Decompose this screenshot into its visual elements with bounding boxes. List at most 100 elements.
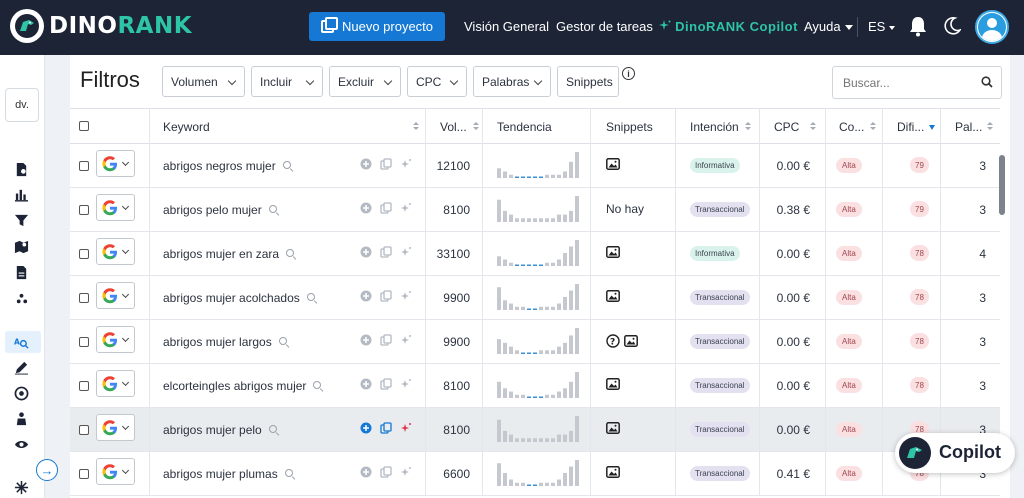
sidebar-item-filter[interactable] bbox=[13, 212, 29, 228]
col-keyword[interactable]: Keyword bbox=[163, 120, 210, 134]
search-icon[interactable] bbox=[268, 425, 279, 435]
ai-sparkle-icon[interactable] bbox=[400, 246, 412, 258]
search-engine-select[interactable] bbox=[96, 326, 135, 353]
keyword-text[interactable]: abrigos negros mujer bbox=[163, 159, 276, 173]
keyword-text[interactable]: abrigos mujer largos bbox=[163, 335, 272, 349]
search-icon[interactable] bbox=[286, 249, 296, 259]
col-volume[interactable]: Vol... bbox=[440, 120, 467, 134]
ai-sparkle-icon[interactable] bbox=[400, 422, 412, 434]
add-circle-icon[interactable] bbox=[360, 422, 372, 434]
copy-icon[interactable] bbox=[380, 290, 392, 302]
dark-mode-moon-icon[interactable] bbox=[944, 17, 961, 35]
keyword-text[interactable]: abrigos mujer plumas bbox=[163, 467, 278, 481]
sort-icon[interactable] bbox=[810, 122, 816, 131]
search-icon[interactable] bbox=[981, 76, 993, 88]
table-row[interactable]: abrigos mujer pelo 8100 Transaccional 0.00 … bbox=[70, 408, 1000, 452]
sidebar-item-report[interactable] bbox=[13, 161, 29, 177]
search-icon[interactable] bbox=[282, 161, 293, 171]
keyword-text[interactable]: abrigos mujer en zara bbox=[163, 247, 280, 261]
add-circle-icon[interactable] bbox=[360, 290, 372, 302]
sort-icon[interactable] bbox=[745, 122, 751, 131]
search-engine-select[interactable] bbox=[96, 458, 135, 485]
table-row[interactable]: abrigos mujer en zara 33100 Informativa 0.0… bbox=[70, 232, 1000, 276]
search-icon[interactable] bbox=[268, 205, 279, 215]
col-words[interactable]: Pal... bbox=[955, 120, 983, 134]
sort-icon[interactable] bbox=[473, 122, 479, 131]
scrollbar-thumb[interactable] bbox=[999, 155, 1005, 215]
table-row[interactable]: abrigos mujer acolchados 9900 Transacciona… bbox=[70, 276, 1000, 320]
keyword-text[interactable]: abrigos pelo mujer bbox=[163, 203, 262, 217]
add-circle-icon[interactable] bbox=[360, 378, 372, 390]
user-avatar[interactable] bbox=[975, 10, 1009, 44]
ai-sparkle-icon[interactable] bbox=[400, 158, 412, 170]
row-checkbox[interactable] bbox=[79, 205, 89, 215]
search-engine-select[interactable] bbox=[96, 194, 135, 221]
copy-icon[interactable] bbox=[380, 334, 392, 346]
nav-task-manager[interactable]: Gestor de tareas bbox=[556, 19, 653, 34]
sidebar-item-cluster[interactable] bbox=[13, 290, 29, 306]
search-engine-select[interactable] bbox=[96, 414, 135, 441]
sidebar-item-palette[interactable] bbox=[13, 385, 29, 401]
ai-sparkle-icon[interactable] bbox=[400, 378, 412, 390]
copy-icon[interactable] bbox=[380, 158, 392, 170]
ai-sparkle-icon[interactable] bbox=[400, 202, 412, 214]
filter-words-dropdown[interactable]: Palabras bbox=[473, 66, 551, 97]
search-engine-select[interactable] bbox=[96, 282, 135, 309]
table-row[interactable]: elcorteingles abrigos mujer 8100 Transacci… bbox=[70, 364, 1000, 408]
sort-icon[interactable] bbox=[413, 122, 419, 131]
copy-icon[interactable] bbox=[380, 466, 392, 478]
add-circle-icon[interactable] bbox=[360, 246, 372, 258]
sort-icon[interactable] bbox=[870, 122, 876, 131]
filter-include-dropdown[interactable]: Incluir bbox=[251, 66, 323, 97]
filter-volume-dropdown[interactable]: Volumen bbox=[162, 66, 245, 97]
add-circle-icon[interactable] bbox=[360, 466, 372, 478]
col-competition[interactable]: Co... bbox=[839, 120, 865, 134]
row-checkbox[interactable] bbox=[79, 293, 89, 303]
row-checkbox[interactable] bbox=[79, 381, 89, 391]
sidebar-expand-button[interactable]: → bbox=[36, 459, 58, 481]
filter-exclude-dropdown[interactable]: Excluir bbox=[329, 66, 401, 97]
search-icon[interactable] bbox=[284, 469, 295, 479]
filter-snippets-button[interactable]: Snippets bbox=[557, 66, 619, 97]
copy-icon[interactable] bbox=[380, 422, 392, 434]
copy-icon[interactable] bbox=[380, 246, 392, 258]
sidebar-item-competitor[interactable] bbox=[13, 410, 29, 426]
sidebar-item-map[interactable] bbox=[13, 238, 29, 254]
language-selector[interactable]: ES bbox=[868, 19, 896, 34]
row-checkbox[interactable] bbox=[79, 249, 89, 259]
col-cpc[interactable]: CPC bbox=[774, 120, 800, 134]
copilot-chat-button[interactable]: Copilot bbox=[895, 433, 1015, 473]
copy-icon[interactable] bbox=[380, 202, 392, 214]
row-checkbox[interactable] bbox=[79, 161, 89, 171]
sidebar-item-monitor[interactable] bbox=[13, 436, 29, 452]
sidebar-item-settings[interactable] bbox=[13, 479, 29, 495]
project-switcher[interactable]: dv. bbox=[5, 88, 39, 122]
table-row[interactable]: abrigos negros mujer 12100 Informativa 0.00… bbox=[70, 144, 1000, 188]
sidebar-item-file[interactable] bbox=[13, 264, 29, 280]
filter-cpc-dropdown[interactable]: CPC bbox=[407, 66, 467, 97]
add-circle-icon[interactable] bbox=[360, 202, 372, 214]
col-intent[interactable]: Intención bbox=[690, 120, 739, 134]
row-checkbox[interactable] bbox=[79, 425, 89, 435]
sidebar-item-keyword-research[interactable]: A bbox=[13, 334, 29, 350]
sidebar-item-writer[interactable] bbox=[13, 359, 29, 375]
search-icon[interactable] bbox=[278, 337, 289, 347]
nav-overview[interactable]: Visión General bbox=[464, 19, 550, 34]
sidebar-item-stats[interactable] bbox=[13, 186, 29, 202]
info-icon[interactable]: i bbox=[622, 67, 635, 80]
table-row[interactable]: abrigos pelo mujer 8100 No hay Transacciona… bbox=[70, 188, 1000, 232]
ai-sparkle-icon[interactable] bbox=[400, 290, 412, 302]
ai-sparkle-icon[interactable] bbox=[400, 334, 412, 346]
add-circle-icon[interactable] bbox=[360, 158, 372, 170]
keyword-text[interactable]: abrigos mujer pelo bbox=[163, 423, 262, 437]
search-engine-select[interactable] bbox=[96, 370, 135, 397]
keyword-text[interactable]: abrigos mujer acolchados bbox=[163, 291, 300, 305]
copy-icon[interactable] bbox=[380, 378, 392, 390]
col-difficulty[interactable]: Difi... bbox=[897, 120, 925, 134]
search-icon[interactable] bbox=[313, 381, 323, 391]
search-input[interactable] bbox=[832, 66, 1002, 99]
row-checkbox[interactable] bbox=[79, 469, 89, 479]
select-all-checkbox[interactable] bbox=[79, 121, 89, 131]
table-row[interactable]: abrigos mujer plumas 6600 Transaccional 0.4… bbox=[70, 452, 1000, 496]
sort-icon[interactable] bbox=[987, 122, 993, 131]
